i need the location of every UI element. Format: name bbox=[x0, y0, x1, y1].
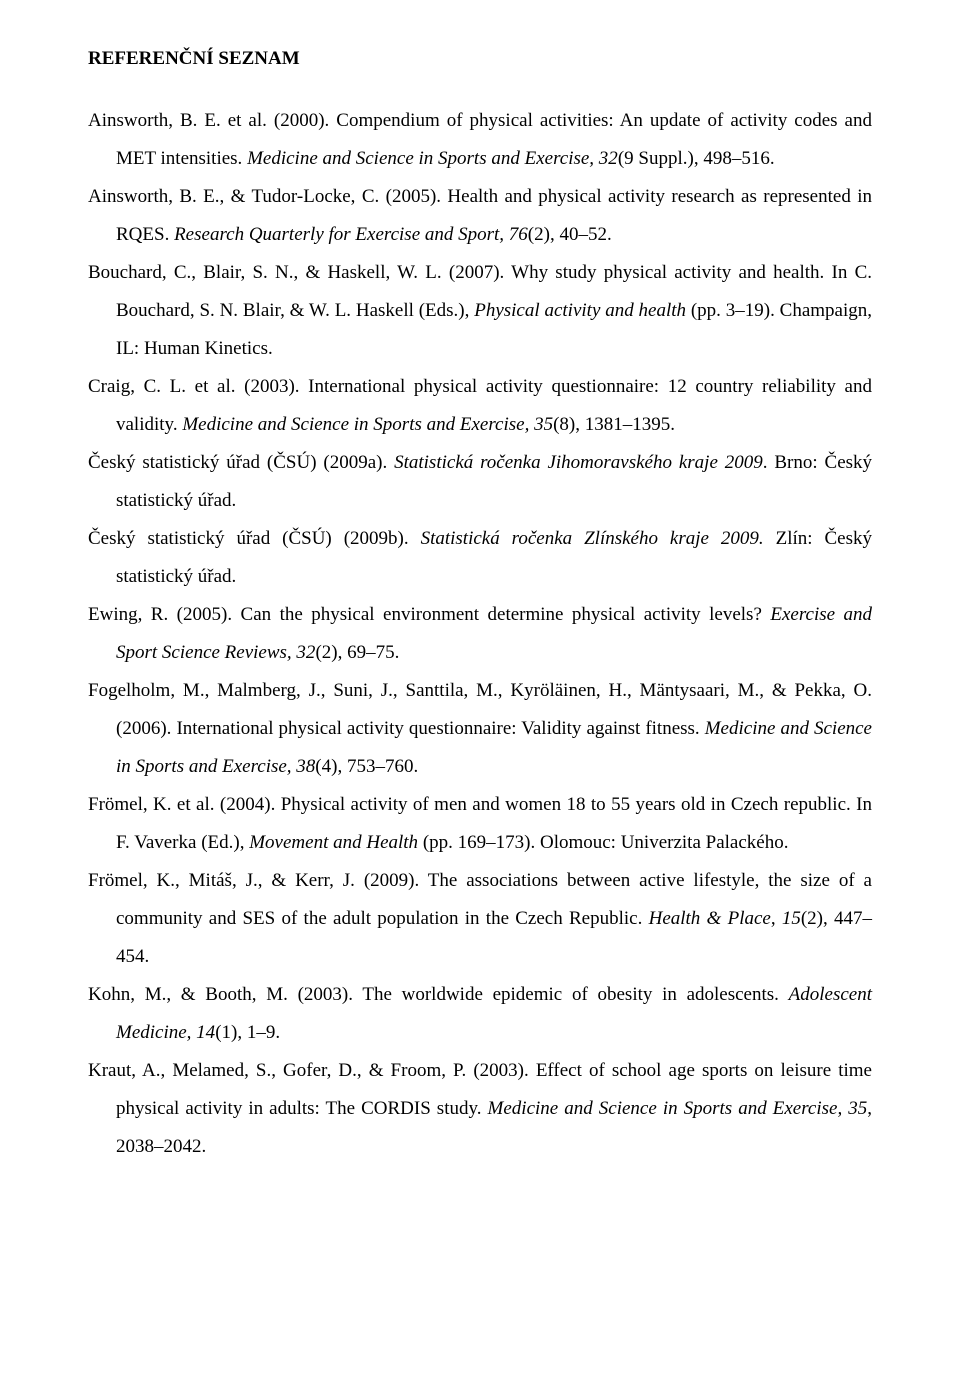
references-list: Ainsworth, B. E. et al. (2000). Compendi… bbox=[88, 102, 872, 1166]
reference-text: Český statistický úřad (ČSÚ) (2009a). bbox=[88, 452, 394, 473]
reference-italic-text: Physical activity and health bbox=[474, 300, 691, 321]
reference-text: (2), 69–75. bbox=[315, 642, 399, 663]
reference-entry: Frömel, K., Mitáš, J., & Kerr, J. (2009)… bbox=[88, 862, 872, 976]
reference-entry: Bouchard, C., Blair, S. N., & Haskell, W… bbox=[88, 254, 872, 368]
reference-entry: Ewing, R. (2005). Can the physical envir… bbox=[88, 596, 872, 672]
reference-italic-text: Medicine and Science in Sports and Exerc… bbox=[488, 1098, 868, 1119]
reference-text: (2), 40–52. bbox=[528, 224, 612, 245]
reference-entry: Český statistický úřad (ČSÚ) (2009a). St… bbox=[88, 444, 872, 520]
reference-text: (8), 1381–1395. bbox=[553, 414, 675, 435]
reference-italic-text: Health & Place bbox=[649, 908, 771, 929]
reference-italic-text: Movement and Health bbox=[249, 832, 423, 853]
references-heading: REFERENČNÍ SEZNAM bbox=[88, 40, 872, 78]
reference-entry: Kraut, A., Melamed, S., Gofer, D., & Fro… bbox=[88, 1052, 872, 1166]
reference-italic-text: Research Quarterly for Exercise and Spor… bbox=[174, 224, 528, 245]
reference-text: Kohn, M., & Booth, M. (2003). The worldw… bbox=[88, 984, 789, 1005]
reference-text: (1), 1–9. bbox=[215, 1022, 280, 1043]
reference-entry: Kohn, M., & Booth, M. (2003). The worldw… bbox=[88, 976, 872, 1052]
reference-text: (4), 753–760. bbox=[315, 756, 418, 777]
reference-italic-text: Medicine and Science in Sports and Exerc… bbox=[182, 414, 553, 435]
reference-italic-text: Statistická ročenka Zlínského kraje 2009… bbox=[421, 528, 764, 549]
reference-text: , bbox=[771, 908, 782, 929]
reference-text: (pp. 169–173). Olomouc: Univerzita Palac… bbox=[423, 832, 789, 853]
reference-italic-text: Statistická ročenka Jihomoravského kraje… bbox=[394, 452, 763, 473]
reference-entry: Ainsworth, B. E. et al. (2000). Compendi… bbox=[88, 102, 872, 178]
reference-italic-text: 15 bbox=[782, 908, 801, 929]
reference-entry: Craig, C. L. et al. (2003). Internationa… bbox=[88, 368, 872, 444]
reference-text: (9 Suppl.), 498–516. bbox=[618, 148, 775, 169]
reference-entry: Český statistický úřad (ČSÚ) (2009b). St… bbox=[88, 520, 872, 596]
reference-italic-text: Medicine and Science in Sports and Exerc… bbox=[247, 148, 618, 169]
reference-entry: Frömel, K. et al. (2004). Physical activ… bbox=[88, 786, 872, 862]
reference-entry: Ainsworth, B. E., & Tudor-Locke, C. (200… bbox=[88, 178, 872, 254]
reference-text: Ewing, R. (2005). Can the physical envir… bbox=[88, 604, 770, 625]
reference-entry: Fogelholm, M., Malmberg, J., Suni, J., S… bbox=[88, 672, 872, 786]
reference-text: Český statistický úřad (ČSÚ) (2009b). bbox=[88, 528, 421, 549]
